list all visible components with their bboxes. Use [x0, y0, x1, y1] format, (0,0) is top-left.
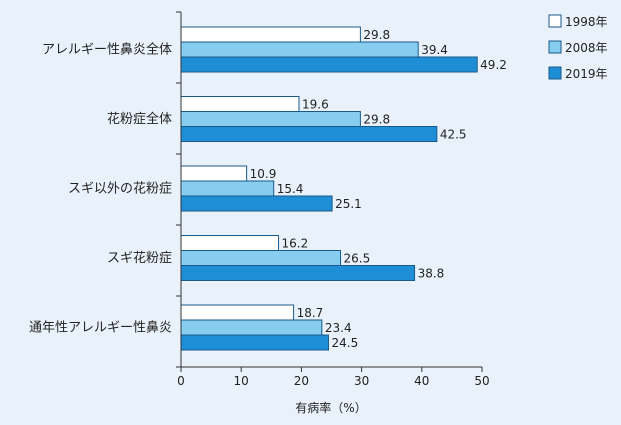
bar-value-label: 42.5: [440, 128, 467, 142]
bar-value-label: 49.2: [480, 58, 507, 72]
legend-label: 2019年: [565, 67, 608, 81]
category-label: 通年性アレルギー性鼻炎: [29, 320, 172, 336]
bar: [180, 319, 323, 336]
legend-label: 2008年: [565, 41, 608, 55]
bar-value-label: 16.2: [282, 237, 309, 251]
legend-label: 1998年: [565, 15, 608, 29]
bar: [180, 250, 342, 266]
legend-swatch: [548, 66, 562, 80]
bar-value-label: 24.5: [331, 336, 358, 350]
category-label: スギ花粉症: [107, 250, 172, 266]
bar: [180, 304, 295, 321]
bar-value-label: 10.9: [250, 167, 277, 181]
bar: [180, 41, 419, 58]
axes: 0 10 20 30 40 50: [176, 11, 490, 388]
value-labels: 29.8 39.4 49.2 19.6 29.8 42.5 10.915.4 25.1 16.2…: [250, 28, 507, 350]
bars: [180, 26, 478, 351]
category-label: スギ以外の花粉症: [68, 181, 172, 197]
bar: [180, 111, 361, 127]
bar-value-label: 23.4: [325, 321, 352, 335]
bar-value-label: 15.4: [277, 182, 304, 196]
bar: [180, 126, 438, 142]
bar-value-label: 19.6: [302, 98, 329, 112]
x-tick-label: 20: [294, 374, 309, 388]
bar-value-label: 29.8: [363, 113, 390, 127]
bar-value-label: 25.1: [335, 197, 362, 211]
bar-value-label: 39.4: [421, 43, 448, 57]
legend-swatch: [548, 40, 562, 54]
bar-value-label: 26.5: [344, 252, 371, 266]
bar: [180, 56, 478, 73]
x-tick-label: 40: [414, 374, 429, 388]
x-tick-label: 30: [354, 374, 369, 388]
bar: [180, 235, 280, 251]
bar: [180, 195, 333, 212]
legend: 1998年 2008年 2019年: [548, 14, 608, 81]
bar-value-label: 29.8: [363, 28, 390, 42]
bar: [180, 334, 329, 351]
bar: [180, 26, 361, 43]
category-label: アレルギー性鼻炎全体: [42, 42, 172, 58]
x-tick-label: 50: [474, 374, 489, 388]
x-tick-label: 0: [177, 374, 185, 388]
bar: [180, 165, 248, 182]
x-axis-title: 有病率（%）: [295, 400, 366, 415]
bar: [180, 265, 416, 281]
bar: [180, 180, 275, 197]
bar: [180, 96, 300, 112]
legend-swatch: [548, 14, 562, 28]
x-tick-label: 10: [234, 374, 249, 388]
bar-value-label: 18.7: [297, 306, 324, 320]
category-label: 花粉症全体: [107, 111, 172, 127]
bar-value-label: 38.8: [418, 267, 445, 281]
